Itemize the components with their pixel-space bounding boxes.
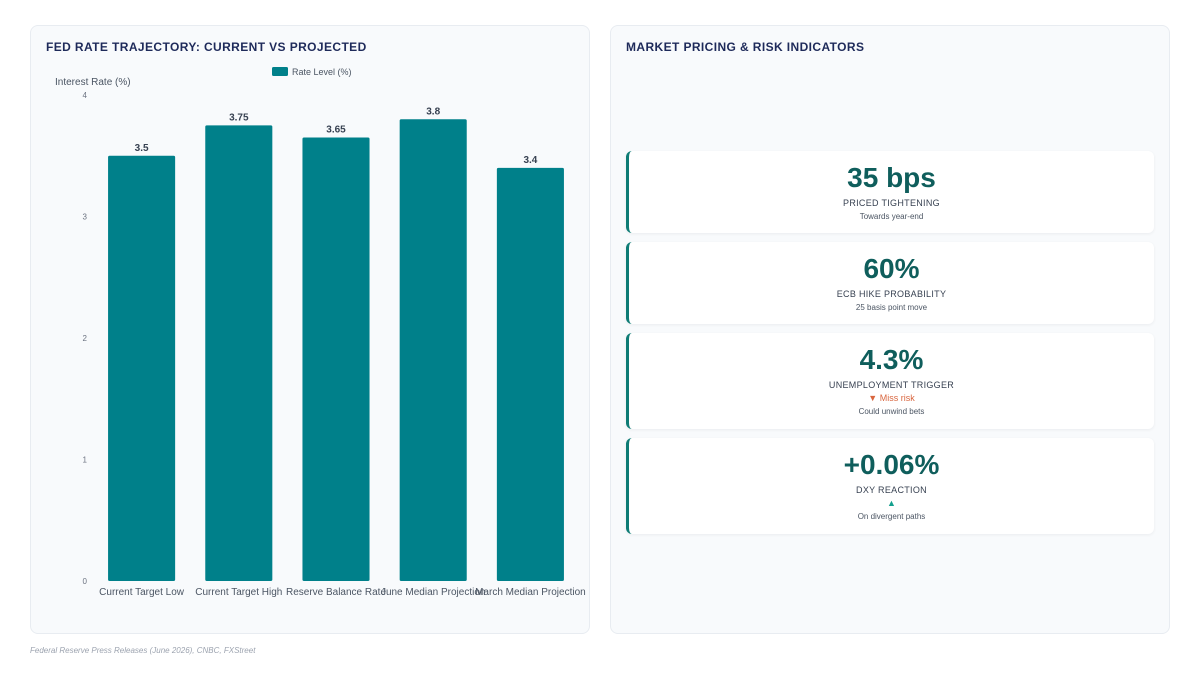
data-label: 3.8 (426, 106, 440, 117)
y-axis-title: Interest Rate (%) (55, 77, 131, 88)
y-tick-label: 1 (83, 456, 88, 465)
indicator-value: 35 bps (847, 162, 936, 193)
y-tick-label: 2 (83, 334, 88, 343)
risk-indicators-panel: MARKET PRICING & RISK INDICATORS 35 bps … (610, 25, 1170, 634)
indicator-card-priced-tightening: 35 bps PRICED TIGHTENING Towards year-en… (626, 151, 1154, 233)
bar (302, 137, 370, 581)
indicator-subtext: Could unwind bets (858, 407, 925, 416)
bar (496, 167, 564, 581)
data-label: 3.4 (523, 155, 537, 166)
indicator-label: PRICED TIGHTENING (843, 198, 940, 208)
indicator-label: DXY REACTION (856, 485, 927, 495)
data-label: 3.75 (229, 112, 249, 123)
data-label: 3.5 (135, 143, 149, 154)
x-tick-label: June Median Projection (381, 587, 486, 598)
indicator-card-dxy: +0.06% DXY REACTION ▲ On divergent paths (626, 438, 1154, 534)
y-tick-label: 3 (83, 213, 88, 222)
rate-trajectory-panel: FED RATE TRAJECTORY: CURRENT VS PROJECTE… (30, 25, 590, 634)
legend-swatch (272, 67, 288, 76)
chart-title: FED RATE TRAJECTORY: CURRENT VS PROJECTE… (46, 40, 367, 54)
data-label: 3.65 (326, 125, 346, 136)
y-tick-label: 0 (83, 577, 88, 586)
bar (108, 155, 176, 581)
bar (205, 125, 273, 581)
indicator-value: 60% (863, 253, 920, 284)
indicator-label: UNEMPLOYMENT TRIGGER (828, 380, 955, 390)
x-tick-label: Current Target Low (99, 587, 185, 598)
indicator-subtext: Towards year-end (859, 212, 924, 221)
x-tick-label: Reserve Balance Rate (286, 587, 386, 598)
y-tick-label: 4 (83, 91, 88, 100)
bar (399, 119, 467, 582)
x-tick-label: March Median Projection (475, 587, 586, 598)
indicator-delta-down: ▼ Miss risk (868, 393, 915, 403)
indicator-card-ecb-hike: 60% ECB HIKE PROBABILITY 25 basis point … (626, 242, 1154, 324)
x-tick-label: Current Target High (195, 587, 282, 598)
indicator-label: ECB HIKE PROBABILITY (836, 289, 947, 299)
legend-label: Rate Level (%) (292, 67, 352, 77)
indicator-delta-up: ▲ (887, 498, 896, 508)
indicator-value: 4.3% (859, 344, 924, 375)
indicator-subtext: 25 basis point move (855, 303, 928, 312)
rate-bar-chart: Interest Rate (%) 0 1 2 3 4 Rate Level (%) 3.5 C… (55, 67, 586, 598)
indicator-subtext: On divergent paths (857, 512, 926, 521)
indicators-title: MARKET PRICING & RISK INDICATORS (626, 40, 865, 54)
source-note: Federal Reserve Press Releases (June 202… (30, 646, 256, 655)
indicator-card-unemployment: 4.3% UNEMPLOYMENT TRIGGER ▼ Miss risk Co… (626, 333, 1154, 429)
indicator-value: +0.06% (843, 449, 940, 480)
